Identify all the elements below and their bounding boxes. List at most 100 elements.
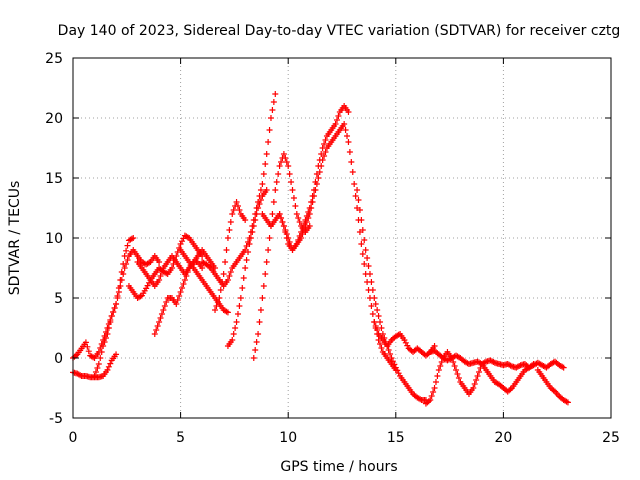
data-point-plus <box>229 211 236 217</box>
data-point-plus <box>560 364 567 371</box>
data-point-plus <box>158 311 165 317</box>
data-point-plus <box>199 265 206 271</box>
series-pass-17 <box>427 347 567 371</box>
data-point-plus <box>222 259 229 265</box>
data-point-plus <box>252 217 259 223</box>
data-point-plus <box>474 373 481 379</box>
data-point-plus <box>82 339 89 346</box>
y-tick-label: 20 <box>45 111 63 127</box>
data-point-plus <box>212 307 219 313</box>
data-point-plus <box>156 319 163 325</box>
data-point-plus <box>332 121 339 127</box>
data-point-plus <box>220 271 227 277</box>
data-point-plus <box>249 229 256 235</box>
data-point-plus <box>335 113 342 119</box>
data-point-plus <box>252 347 259 353</box>
data-point-plus <box>564 399 571 406</box>
data-point-plus <box>94 365 101 371</box>
data-point-plus <box>179 285 186 291</box>
data-point-plus <box>288 179 295 185</box>
data-point-plus <box>368 303 375 309</box>
data-point-plus <box>306 211 313 217</box>
data-point-plus <box>434 373 441 379</box>
data-point-plus <box>321 153 328 159</box>
data-point-plus <box>234 203 241 209</box>
data-point-plus <box>368 279 375 285</box>
data-point-plus <box>298 235 305 241</box>
grid-lines <box>73 58 611 418</box>
data-point-plus <box>113 351 120 358</box>
data-point-plus <box>156 259 163 265</box>
data-point-plus <box>224 235 231 241</box>
data-point-plus <box>391 361 398 368</box>
data-point-plus <box>312 187 319 193</box>
data-point-plus <box>366 271 373 277</box>
data-point-plus <box>290 195 297 201</box>
data-point-plus <box>387 351 394 357</box>
data-point-plus <box>276 211 283 217</box>
data-point-plus <box>276 163 283 169</box>
data-point-plus <box>286 239 293 245</box>
data-point-plus <box>97 355 104 361</box>
data-point-plus <box>245 249 252 255</box>
data-point-plus <box>280 151 287 157</box>
data-point-plus <box>259 295 266 301</box>
data-point-plus <box>356 207 363 213</box>
data-point-plus <box>176 293 183 299</box>
data-point-plus <box>275 171 282 177</box>
data-point-plus <box>404 342 411 349</box>
data-point-plus <box>253 211 260 217</box>
data-point-plus <box>311 193 318 199</box>
data-point-plus <box>247 235 254 241</box>
data-point-plus <box>214 299 221 305</box>
data-point-plus <box>402 339 409 346</box>
series-pass-15 <box>371 319 438 359</box>
data-series-layer <box>70 91 571 407</box>
data-point-plus <box>451 363 458 369</box>
data-point-plus <box>111 305 118 311</box>
data-point-plus <box>351 181 358 187</box>
data-point-plus <box>107 360 114 367</box>
data-point-plus <box>256 319 263 325</box>
data-point-plus <box>272 91 279 97</box>
data-point-plus <box>282 155 289 161</box>
data-point-plus <box>280 223 287 229</box>
data-point-plus <box>213 303 220 309</box>
data-point-plus <box>110 309 117 315</box>
data-point-plus <box>95 361 102 367</box>
data-point-plus <box>295 215 302 221</box>
data-point-plus <box>292 203 299 209</box>
data-point-plus <box>250 223 257 229</box>
data-point-plus <box>263 259 270 265</box>
data-point-plus <box>157 315 164 321</box>
series-pass-06 <box>151 259 206 337</box>
data-point-plus <box>154 323 161 329</box>
data-point-plus <box>151 331 158 337</box>
data-point-plus <box>257 197 264 203</box>
data-point-plus <box>226 273 233 279</box>
data-point-plus <box>454 371 461 377</box>
data-point-plus <box>377 341 384 347</box>
data-point-plus <box>233 319 240 325</box>
data-point-plus <box>322 149 329 155</box>
data-point-plus <box>108 313 115 319</box>
data-point-plus <box>232 325 239 331</box>
data-point-plus <box>174 297 181 303</box>
data-point-plus <box>269 211 276 217</box>
data-point-plus <box>364 255 371 261</box>
data-point-plus <box>345 109 352 115</box>
data-point-plus <box>124 257 131 263</box>
data-point-plus <box>270 99 277 105</box>
series-pass-19 <box>534 367 571 406</box>
series-pass-07 <box>177 247 231 316</box>
data-point-plus <box>256 201 263 207</box>
data-point-plus <box>389 358 396 365</box>
data-point-plus <box>216 295 223 301</box>
data-point-plus <box>428 393 435 399</box>
data-point-plus <box>265 139 272 145</box>
x-tick-label: 0 <box>69 430 78 446</box>
data-point-plus <box>120 271 127 277</box>
data-point-plus <box>255 331 262 337</box>
data-point-plus <box>123 261 130 267</box>
